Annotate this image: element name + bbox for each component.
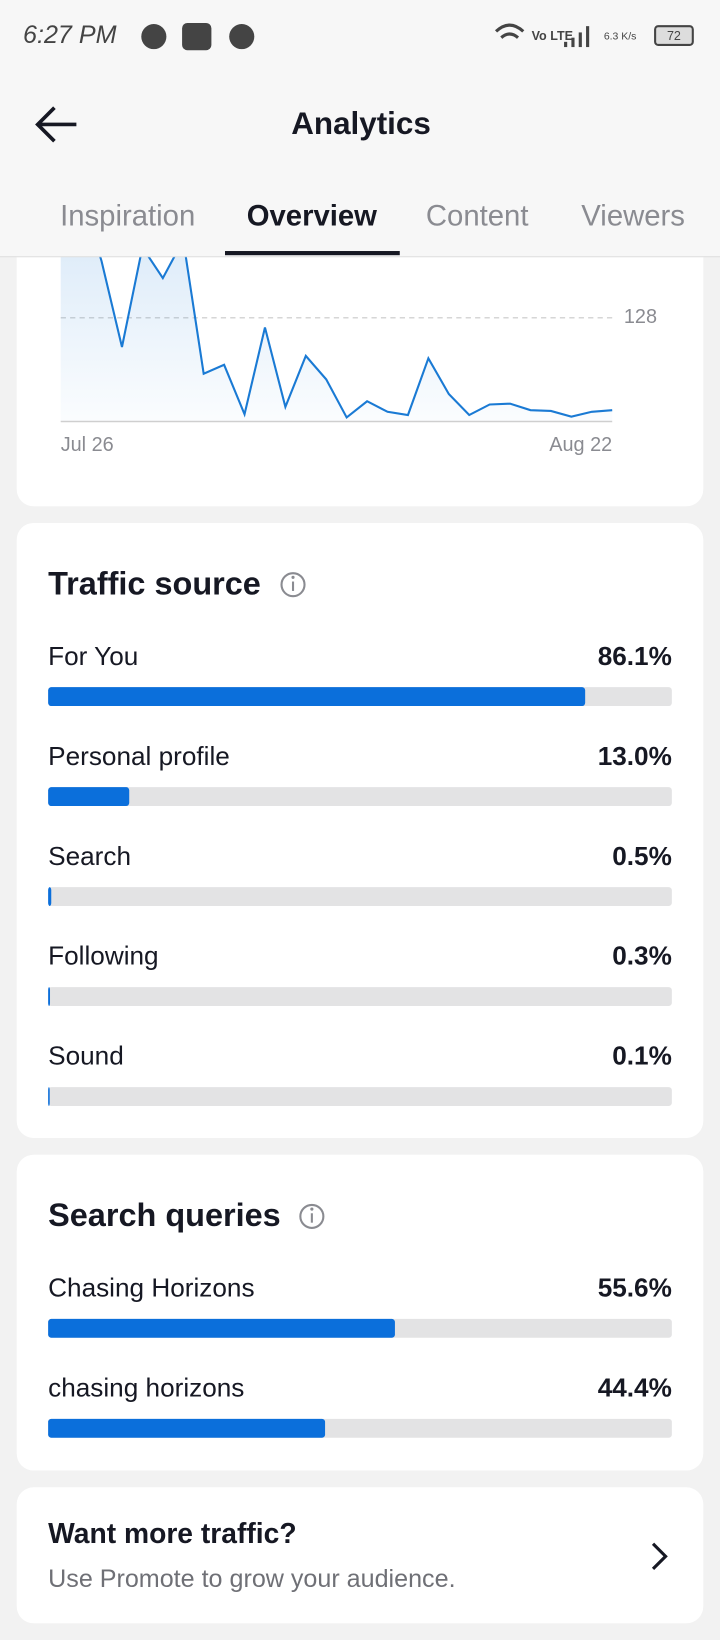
page-title: Analytics [291, 106, 431, 141]
promo-bg[interactable] [16, 1487, 704, 1624]
line-chart [60, 256, 613, 422]
category-label: Search [48, 841, 131, 871]
tab[interactable]: Overview [247, 199, 377, 232]
bar-track [48, 787, 672, 806]
category-label: chasing horizons [48, 1373, 244, 1403]
content: 128 Jul 26 Aug 22 Traffic source For You 86.1… [48, 256, 672, 1438]
status-network: Vo LTE [532, 29, 573, 43]
bar [48, 987, 51, 1006]
category-label: Chasing Horizons [48, 1273, 254, 1303]
bar [48, 787, 130, 806]
value-label: 0.3% [612, 941, 672, 971]
tab[interactable]: Inspiration [60, 199, 195, 232]
section-title: Search queries [48, 1197, 281, 1233]
header: 6:27 PM Vo LTE 6.3 K/s 72 Analytics Insp… [0, 0, 720, 258]
signal-icon [564, 26, 590, 48]
value-label: 55.6% [598, 1273, 672, 1303]
x-tick-label: Aug 22 [549, 434, 612, 456]
bar-track [48, 887, 672, 906]
tab-bar: Inspiration Overview Content Viewers [60, 199, 685, 256]
promo-card[interactable]: Want more traffic? Use Promote to grow y… [16, 1487, 704, 1624]
area [60, 256, 613, 422]
category-label: For You [48, 641, 138, 671]
wifi-icon [494, 23, 525, 39]
messenger-icon [141, 24, 167, 50]
bar-track [48, 1087, 672, 1106]
bar [48, 687, 586, 706]
tab[interactable]: Content [426, 199, 529, 232]
value-label: 0.1% [612, 1041, 672, 1071]
value-label: 86.1% [598, 641, 672, 671]
bar-track [48, 987, 672, 1006]
info-icon[interactable] [299, 1203, 325, 1229]
section-title: Traffic source [48, 565, 261, 601]
line [98, 256, 613, 420]
header-bg [0, 0, 720, 257]
promo-subtitle: Use Promote to grow your audience. [48, 1565, 455, 1593]
status-battery: 72 [667, 29, 681, 43]
battery-icon [654, 25, 694, 47]
bar [48, 1318, 395, 1338]
status-time: 6:27 PM [23, 21, 117, 49]
traffic-card [16, 522, 704, 1138]
y-tick-label: 128 [624, 306, 657, 328]
messenger-icon [229, 24, 255, 50]
tab-indicator [225, 251, 400, 256]
chevron [651, 1542, 668, 1570]
status-speed: 6.3 K/s [604, 31, 637, 42]
tab[interactable]: Viewers [581, 199, 685, 232]
category-label: Personal profile [48, 741, 230, 771]
promo-title: Want more traffic? [48, 1517, 296, 1549]
queries-card [16, 1154, 704, 1471]
back-button[interactable] [35, 106, 77, 143]
category-label: Following [48, 941, 158, 971]
app-icon [182, 23, 212, 51]
bar [48, 887, 52, 906]
x-tick-label: Jul 26 [61, 434, 114, 456]
category-label: Sound [48, 1041, 124, 1071]
bar [48, 1418, 326, 1438]
bar [48, 1087, 50, 1106]
value-label: 0.5% [612, 841, 672, 871]
value-label: 44.4% [598, 1373, 672, 1403]
info-icon[interactable] [280, 572, 306, 598]
value-label: 13.0% [598, 741, 672, 771]
